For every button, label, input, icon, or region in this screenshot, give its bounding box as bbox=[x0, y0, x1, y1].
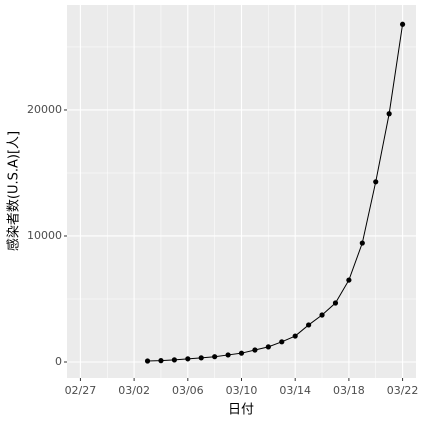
x-tick-label: 03/06 bbox=[172, 384, 204, 397]
point bbox=[265, 344, 271, 350]
y-tick-label: 20000 bbox=[27, 103, 62, 116]
x-tick-label: 03/14 bbox=[279, 384, 311, 397]
point bbox=[212, 354, 218, 360]
y-tick-label: 10000 bbox=[27, 229, 62, 242]
point bbox=[373, 179, 379, 185]
point bbox=[252, 347, 258, 353]
y-axis-title: 感染者数(U.S.A)[人] bbox=[6, 131, 22, 251]
point bbox=[279, 339, 285, 345]
point bbox=[332, 300, 339, 306]
point bbox=[158, 358, 164, 364]
point bbox=[346, 277, 352, 283]
x-tick-label: 03/10 bbox=[226, 384, 258, 397]
point bbox=[319, 312, 325, 318]
x-tick-label: 03/22 bbox=[387, 384, 419, 397]
point bbox=[306, 322, 312, 328]
point bbox=[225, 352, 231, 358]
x-tick-label: 03/18 bbox=[333, 384, 365, 397]
x-axis-title: 日付 bbox=[228, 403, 254, 418]
x-tick-label: 03/02 bbox=[118, 384, 150, 397]
point bbox=[185, 356, 191, 362]
point bbox=[238, 350, 245, 356]
point bbox=[292, 333, 298, 339]
point bbox=[171, 357, 177, 363]
point bbox=[198, 355, 204, 361]
grid bbox=[67, 5, 416, 378]
point bbox=[144, 358, 151, 364]
marks bbox=[144, 21, 406, 364]
point bbox=[359, 240, 365, 246]
point bbox=[399, 21, 406, 27]
x-tick-label: 02/27 bbox=[65, 384, 97, 397]
point bbox=[386, 111, 392, 117]
y-tick-label: 0 bbox=[55, 355, 62, 368]
